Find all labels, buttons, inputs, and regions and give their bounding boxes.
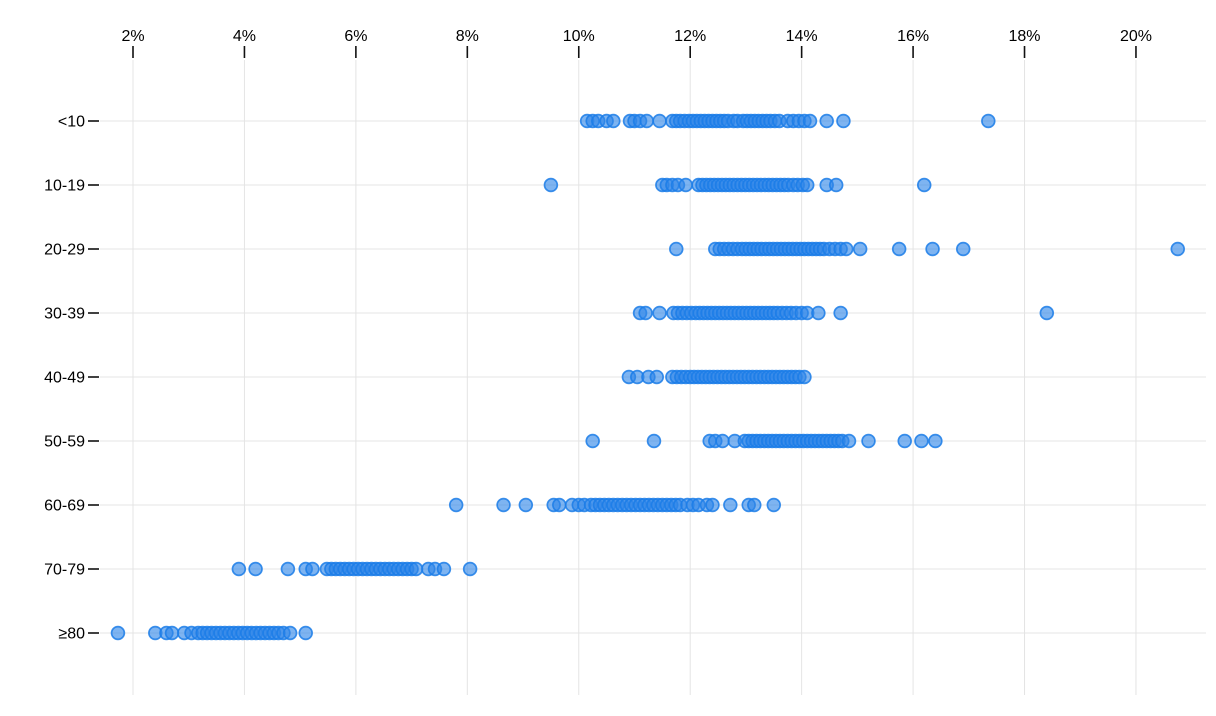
y-axis-tick-label: 70-79	[44, 562, 85, 579]
data-point	[298, 625, 313, 641]
data-point	[914, 433, 929, 449]
data-point	[448, 497, 464, 513]
data-point	[652, 305, 667, 321]
data-point	[897, 433, 912, 449]
data-point	[110, 625, 126, 641]
data-point	[543, 177, 559, 193]
y-axis-tick-label: 10-19	[44, 178, 85, 195]
data-point	[811, 305, 826, 321]
data-point	[436, 561, 452, 577]
data-point	[819, 113, 834, 129]
data-point	[802, 113, 818, 129]
data-point	[715, 433, 730, 449]
data-point	[766, 497, 782, 513]
data-point	[891, 241, 907, 257]
data-point	[669, 241, 684, 257]
data-point	[723, 497, 738, 513]
data-point	[828, 177, 844, 193]
x-axis-tick-label: 12%	[674, 28, 706, 45]
x-axis-tick-label: 14%	[786, 28, 818, 45]
data-point	[518, 497, 534, 513]
data-point	[305, 561, 320, 577]
data-point	[408, 561, 424, 577]
data-point	[678, 177, 693, 193]
x-axis-tick-label: 18%	[1009, 28, 1041, 45]
x-axis-tick-label: 10%	[563, 28, 595, 45]
data-point	[925, 241, 940, 257]
data-point	[1039, 305, 1055, 321]
data-point	[282, 625, 298, 641]
x-axis-tick-label: 2%	[121, 28, 144, 45]
data-point	[747, 497, 762, 513]
x-axis-tick-label: 20%	[1120, 28, 1152, 45]
y-axis-tick-label: 40-49	[44, 370, 85, 387]
y-axis-tick-label: ≥80	[58, 626, 85, 643]
data-point	[646, 433, 662, 449]
data-point	[799, 177, 815, 193]
y-axis-tick-label: 20-29	[44, 242, 85, 259]
data-point	[838, 241, 854, 257]
x-axis-tick-label: 16%	[897, 28, 929, 45]
data-point	[638, 305, 653, 321]
data-point	[705, 497, 720, 513]
data-point	[852, 241, 868, 257]
data-point	[552, 497, 567, 513]
data-point	[639, 113, 654, 129]
y-axis-tick-label: <10	[58, 114, 85, 131]
data-point	[585, 433, 600, 449]
data-point	[955, 241, 971, 257]
data-point	[248, 561, 263, 577]
data-point	[231, 561, 247, 577]
x-axis-tick-label: 6%	[344, 28, 367, 45]
data-point	[836, 113, 851, 129]
y-axis-tick-label: 60-69	[44, 498, 85, 515]
data-point	[652, 113, 667, 129]
data-point	[861, 433, 876, 449]
y-axis-tick-label: 30-39	[44, 306, 85, 323]
data-point	[841, 433, 857, 449]
y-axis-tick-label: 50-59	[44, 434, 85, 451]
data-point	[649, 369, 665, 385]
x-axis-tick-label: 8%	[456, 28, 479, 45]
data-point	[164, 625, 180, 641]
data-point	[981, 113, 996, 129]
data-point	[496, 497, 511, 513]
data-point	[797, 369, 812, 385]
data-point	[606, 113, 621, 129]
data-point	[833, 305, 848, 321]
data-point	[1170, 241, 1185, 257]
data-point	[280, 561, 296, 577]
x-axis-tick-label: 4%	[233, 28, 256, 45]
data-point	[916, 177, 932, 193]
data-point	[462, 561, 478, 577]
data-point	[928, 433, 943, 449]
